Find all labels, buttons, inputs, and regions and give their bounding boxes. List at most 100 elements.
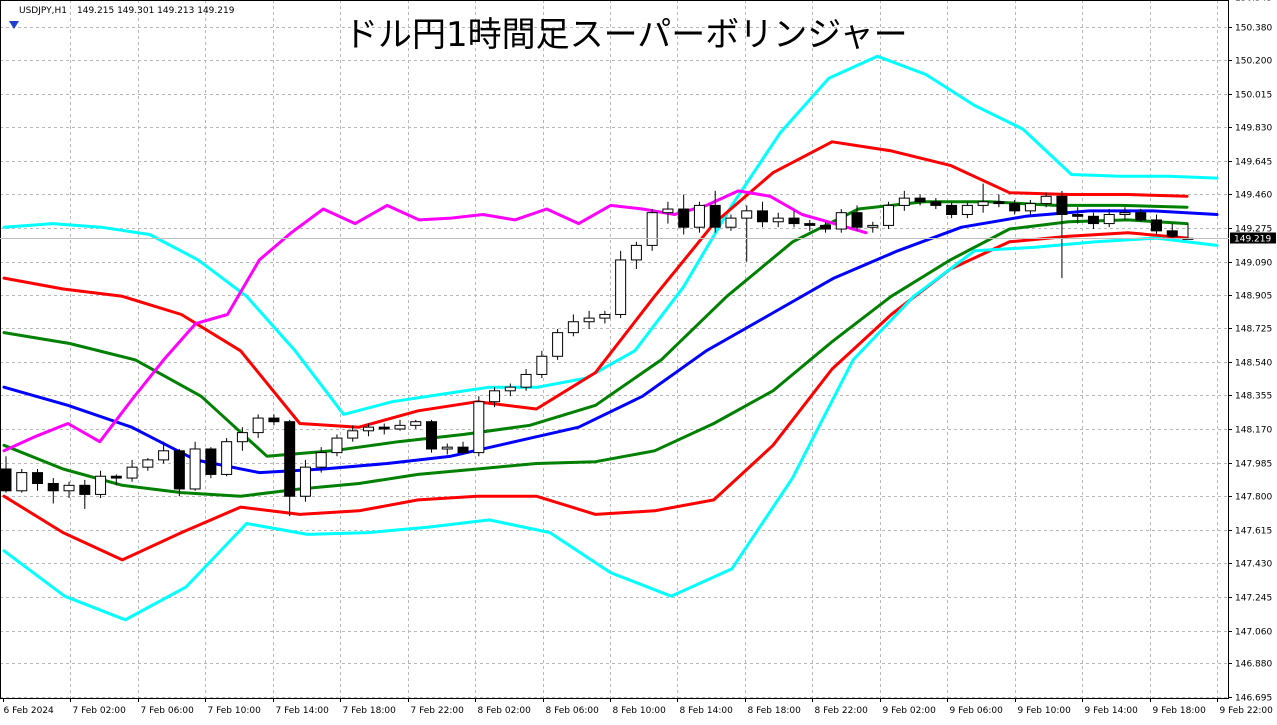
- candle-body-bull: [567, 321, 579, 334]
- candle-body-bull: [158, 450, 170, 461]
- candle-body-bull: [961, 204, 973, 215]
- x-tick-label: 8 Feb 22:00: [815, 706, 869, 716]
- candle-body-bull: [977, 201, 989, 206]
- candle: [1040, 192, 1052, 208]
- y-tick-label: 146.880: [1235, 660, 1272, 670]
- candle: [1087, 212, 1099, 230]
- candle: [520, 368, 532, 391]
- current-price-tag: 149.219: [1230, 232, 1276, 245]
- candle: [946, 201, 958, 219]
- candle: [930, 198, 942, 210]
- candle: [158, 441, 170, 464]
- x-tick-label: 9 Feb 14:00: [1085, 706, 1139, 716]
- candle-body-bull: [441, 446, 453, 450]
- candle-body-bear: [1009, 203, 1021, 212]
- candle-body-bear: [709, 204, 721, 228]
- candle-body-bull: [772, 217, 784, 223]
- y-tick-label: 149.090: [1235, 259, 1272, 269]
- candle-body-bear: [173, 450, 185, 490]
- candle-body-bear: [268, 417, 280, 423]
- candle-body-bull: [489, 390, 501, 403]
- candle: [1135, 209, 1147, 222]
- dropdown-arrow-icon[interactable]: [9, 21, 19, 29]
- candle-body-bear: [0, 468, 12, 492]
- candle-body-bull: [236, 432, 248, 443]
- candle-body-bull: [95, 475, 107, 495]
- candle-body-bull: [473, 401, 485, 454]
- candle-body-bull: [883, 204, 895, 226]
- candle: [552, 329, 564, 360]
- candle: [646, 209, 658, 251]
- candle-body-bull: [741, 210, 753, 219]
- candle-body-bear: [851, 212, 863, 228]
- y-tick-label: 149.460: [1235, 191, 1272, 201]
- candle: [898, 190, 910, 211]
- band-line-cyan-upper: [2, 54, 1219, 416]
- candle-body-bull: [315, 452, 327, 468]
- y-tick-label: 148.725: [1235, 325, 1272, 335]
- x-tick-label: 7 Feb 02:00: [73, 706, 127, 716]
- candle-body-bull: [362, 426, 374, 432]
- candle: [1103, 209, 1115, 228]
- x-tick-label: 7 Feb 10:00: [208, 706, 262, 716]
- candle-body-bear: [205, 448, 217, 475]
- y-tick-label: 147.615: [1235, 527, 1272, 537]
- candle-body-bull: [1103, 213, 1115, 225]
- y-tick-label: 149.830: [1235, 124, 1272, 134]
- candle: [473, 396, 485, 457]
- candle-body-bear: [946, 204, 958, 215]
- candle-body-bear: [678, 208, 690, 228]
- candle-body-bear: [804, 223, 816, 226]
- y-tick-label: 148.170: [1235, 426, 1272, 436]
- candle-body-bear: [1166, 230, 1178, 237]
- symbol-label: USDJPY,H1: [19, 6, 67, 16]
- candle: [1150, 214, 1162, 235]
- candle: [851, 205, 863, 231]
- chart-title: ドル円1時間足スーパーボリンジャー: [344, 15, 908, 55]
- candle: [867, 221, 879, 233]
- candle-body-bull: [142, 459, 154, 468]
- candle: [426, 419, 438, 453]
- candle-body-bear: [993, 201, 1005, 205]
- band-line-cyan-lower: [2, 236, 1219, 622]
- candle: [756, 201, 768, 228]
- y-tick-label: 150.200: [1235, 57, 1272, 67]
- candle: [883, 201, 895, 230]
- candle-body-bull: [252, 417, 264, 434]
- candle-body-bull: [410, 421, 422, 426]
- candle-body-bull: [347, 430, 359, 439]
- current-price-label: 149.219: [1234, 235, 1271, 245]
- candle: [315, 447, 327, 473]
- candle: [1072, 207, 1084, 224]
- candle-body-bull: [615, 259, 627, 315]
- candle: [347, 425, 359, 442]
- candle-body-bear: [110, 475, 122, 479]
- candle: [725, 214, 737, 231]
- y-tick-label: 150.545: [1235, 0, 1272, 4]
- lagging-line-magenta: [2, 189, 868, 453]
- y-tick-label: 150.015: [1235, 91, 1272, 101]
- candle: [79, 479, 91, 509]
- x-tick-label: 8 Feb 06:00: [546, 706, 600, 716]
- candle: [299, 459, 311, 502]
- candle: [1166, 223, 1178, 239]
- candle: [110, 474, 122, 486]
- candle: [1119, 207, 1131, 220]
- candle: [977, 183, 989, 213]
- candle-body-bull: [16, 472, 28, 492]
- candle: [410, 419, 422, 429]
- candle-body-bear: [930, 201, 942, 206]
- band-line-red-upper: [2, 140, 1189, 429]
- candle: [961, 201, 973, 219]
- candle-body-bear: [788, 217, 800, 225]
- candle: [599, 310, 611, 324]
- candle: [126, 459, 138, 482]
- candle: [394, 419, 406, 431]
- band-line-green-upper: [2, 200, 1189, 458]
- x-tick-label: 9 Feb 18:00: [1153, 706, 1207, 716]
- x-tick-label: 8 Feb 18:00: [748, 706, 802, 716]
- candle-body-bear: [426, 421, 438, 450]
- y-tick-label: 147.800: [1235, 493, 1272, 503]
